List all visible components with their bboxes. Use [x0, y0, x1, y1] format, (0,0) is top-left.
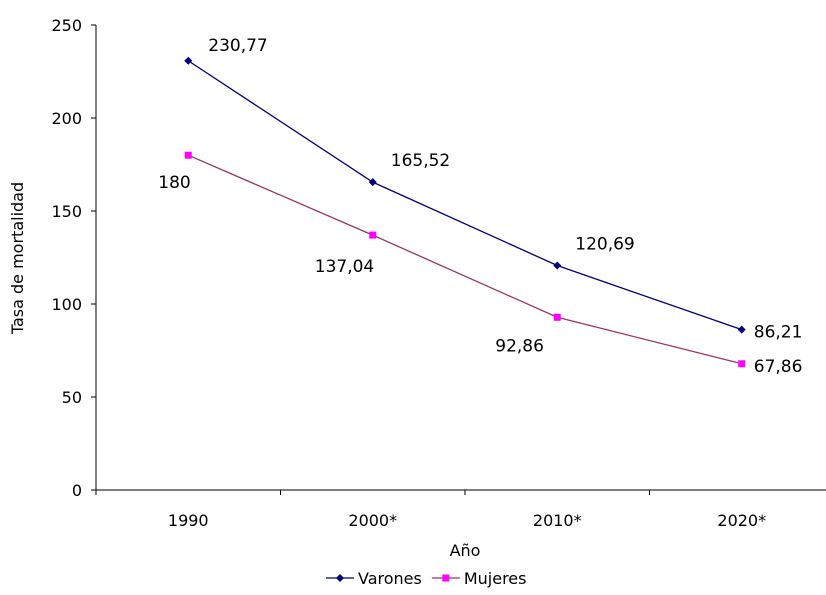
series-line — [187, 154, 742, 365]
data-label: 137,04 — [315, 257, 374, 277]
data-point-marker — [738, 360, 746, 368]
legend-marker — [442, 574, 450, 582]
data-point-marker — [369, 231, 377, 239]
y-tick-label: 200 — [51, 109, 82, 128]
data-point-marker — [553, 261, 562, 270]
series-layer: 230,77 165,52 120,69 86,21 180 137,04 92,86 67,… — [158, 36, 802, 377]
y-tick-label: 250 — [51, 16, 82, 35]
legend-item-mujeres: Mujeres — [431, 569, 527, 588]
legend: Varones Mujeres — [326, 569, 526, 588]
data-label: 120,69 — [575, 235, 634, 255]
y-tick-label: 150 — [51, 202, 82, 221]
data-label: 92,86 — [495, 336, 544, 356]
x-tick-label: 2020* — [717, 511, 766, 530]
data-label: 230,77 — [208, 36, 267, 56]
data-point-marker — [553, 313, 561, 321]
data-point-marker — [737, 325, 746, 334]
y-ticks: 0 50 100 150 200 250 — [51, 16, 96, 500]
legend-marker — [336, 574, 344, 582]
data-point-marker — [184, 151, 192, 159]
data-point-marker — [184, 56, 193, 65]
axes — [95, 25, 826, 491]
x-tick-label: 2010* — [533, 511, 582, 530]
legend-label: Mujeres — [464, 569, 527, 588]
y-axis-title: Tasa de mortalidad — [8, 182, 27, 335]
data-label: 67,86 — [754, 357, 803, 377]
series-mujeres: 180 137,04 92,86 67,86 — [158, 151, 803, 377]
y-tick-label: 0 — [72, 481, 82, 500]
x-tick-label: 1990 — [168, 511, 209, 530]
legend-label: Varones — [358, 569, 422, 588]
series-varones: 230,77 165,52 120,69 86,21 — [184, 36, 802, 343]
legend-item-varones: Varones — [326, 569, 422, 588]
data-label: 165,52 — [391, 151, 450, 171]
y-tick-label: 100 — [51, 295, 82, 314]
series-line — [187, 60, 742, 331]
data-point-marker — [368, 178, 377, 187]
x-ticks: 1990 2000* 2010* 2020* — [95, 490, 766, 530]
data-label: 86,21 — [754, 323, 803, 343]
data-label: 180 — [158, 173, 190, 193]
x-axis-title: Año — [450, 541, 481, 560]
x-tick-label: 2000* — [348, 511, 397, 530]
y-tick-label: 50 — [62, 388, 82, 407]
